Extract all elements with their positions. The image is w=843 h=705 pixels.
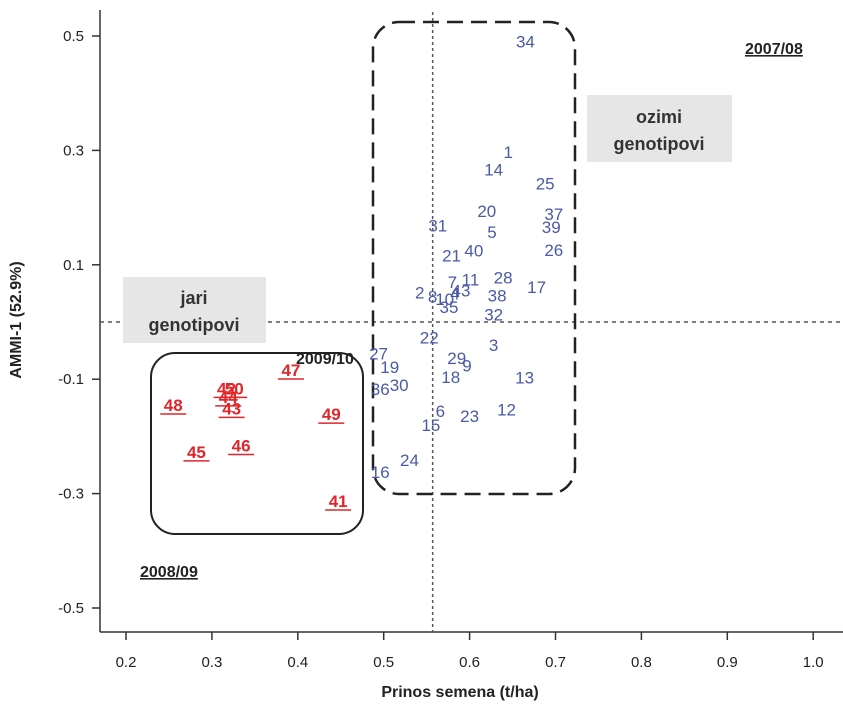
spring-label-line-1: jari (179, 288, 207, 308)
data-point-label: 48 (164, 396, 183, 415)
data-point-label: 25 (536, 175, 555, 194)
y-tick-label: -0.3 (58, 486, 84, 503)
x-tick-label: 1.0 (803, 654, 824, 671)
x-tick-label: 0.4 (287, 654, 308, 671)
x-tick-label: 0.9 (717, 654, 738, 671)
x-tick-label: 0.7 (545, 654, 566, 671)
x-tick-label: 0.3 (201, 654, 222, 671)
data-point-label: 9 (462, 356, 471, 375)
data-point-label: 8 (428, 287, 437, 306)
y-tick-label: 0.5 (63, 28, 84, 45)
spring-genotypes-box (150, 352, 364, 535)
y-tick-label: 0.1 (63, 257, 84, 274)
data-point-label: 35 (440, 298, 459, 317)
x-tick-label: 0.8 (631, 654, 652, 671)
data-point-label: 44 (219, 388, 238, 407)
data-point-label: 24 (400, 451, 419, 470)
x-tick-label: 0.5 (373, 654, 394, 671)
data-point-label: 40 (464, 242, 483, 261)
data-point-label: 45 (187, 443, 206, 462)
data-point-label: 46 (232, 437, 251, 456)
data-point-label: 16 (371, 463, 390, 482)
data-point-label: 1 (504, 143, 513, 162)
data-point-label: 12 (497, 401, 516, 420)
data-point-label: 23 (460, 407, 479, 426)
winter-label-line-2: genotipovi (614, 134, 705, 154)
data-point-label: 21 (442, 247, 461, 266)
data-point-label: 43 (222, 399, 241, 418)
data-point-label: 42 (217, 379, 236, 398)
x-ticks: 0.2 0.3 0.4 0.5 0.6 0.7 0.8 0.9 1.0 (116, 632, 824, 671)
data-point-label: 39 (542, 218, 561, 237)
y-tick-label: -0.5 (58, 600, 84, 617)
data-point-label: 36 (371, 380, 390, 399)
data-point-label: 4 (450, 284, 459, 303)
data-point-label: 6 (436, 402, 445, 421)
season-label-2008-09: 2008/09 (140, 564, 198, 581)
data-point-label: 50 (225, 379, 244, 398)
winter-genotypes-box (371, 20, 577, 496)
data-point-label: 47 (281, 361, 300, 380)
data-point-label: 10 (435, 290, 454, 309)
data-point-label: 17 (527, 278, 546, 297)
data-point-label: 31 (428, 216, 447, 235)
data-point-label: 34 (516, 33, 535, 52)
y-tick-label: -0.1 (58, 371, 84, 388)
winter-label-background (587, 95, 732, 162)
data-point-label: 20 (477, 202, 496, 221)
data-point-label: 18 (441, 368, 460, 387)
data-point-label: 19 (380, 358, 399, 377)
y-ticks: 0.5 0.3 0.1 -0.1 -0.3 -0.5 (58, 28, 100, 617)
data-point-label: 37 (544, 205, 563, 224)
y-axis-title: AMMI-1 (52.9%) (8, 261, 25, 378)
data-point-label: 11 (462, 271, 480, 290)
x-tick-label: 0.6 (459, 654, 480, 671)
winter-label-line-1: ozimi (636, 107, 682, 127)
data-point-label: 15 (421, 416, 440, 435)
data-point-label: 32 (484, 306, 503, 325)
data-point-label: 22 (420, 328, 439, 347)
data-point-label: 38 (488, 287, 507, 306)
data-point-label: 7 (448, 273, 457, 292)
data-point-label: 30 (390, 376, 409, 395)
data-point-label: 26 (544, 241, 563, 260)
x-tick-label: 0.2 (116, 654, 137, 671)
data-point-label: 13 (515, 368, 534, 387)
data-point-label: 43 (452, 282, 471, 301)
spring-label-background (123, 277, 266, 343)
data-point-label: 29 (447, 349, 466, 368)
data-point-label: 2 (415, 283, 424, 302)
season-label-2009-10: 2009/10 (296, 351, 354, 368)
data-point-label: 14 (484, 160, 503, 179)
data-point-label: 27 (369, 344, 388, 363)
data-point-label: 3 (489, 336, 498, 355)
spring-label-line-2: genotipovi (149, 315, 240, 335)
x-axis-title: Prinos semena (t/ha) (381, 684, 538, 701)
data-point-label: 49 (322, 405, 341, 424)
data-point-label: 41 (329, 492, 348, 511)
season-label-2007-08: 2007/08 (745, 41, 803, 58)
y-tick-label: 0.3 (63, 142, 84, 159)
data-point-label: 28 (494, 268, 513, 287)
data-point-label: 5 (487, 223, 496, 242)
